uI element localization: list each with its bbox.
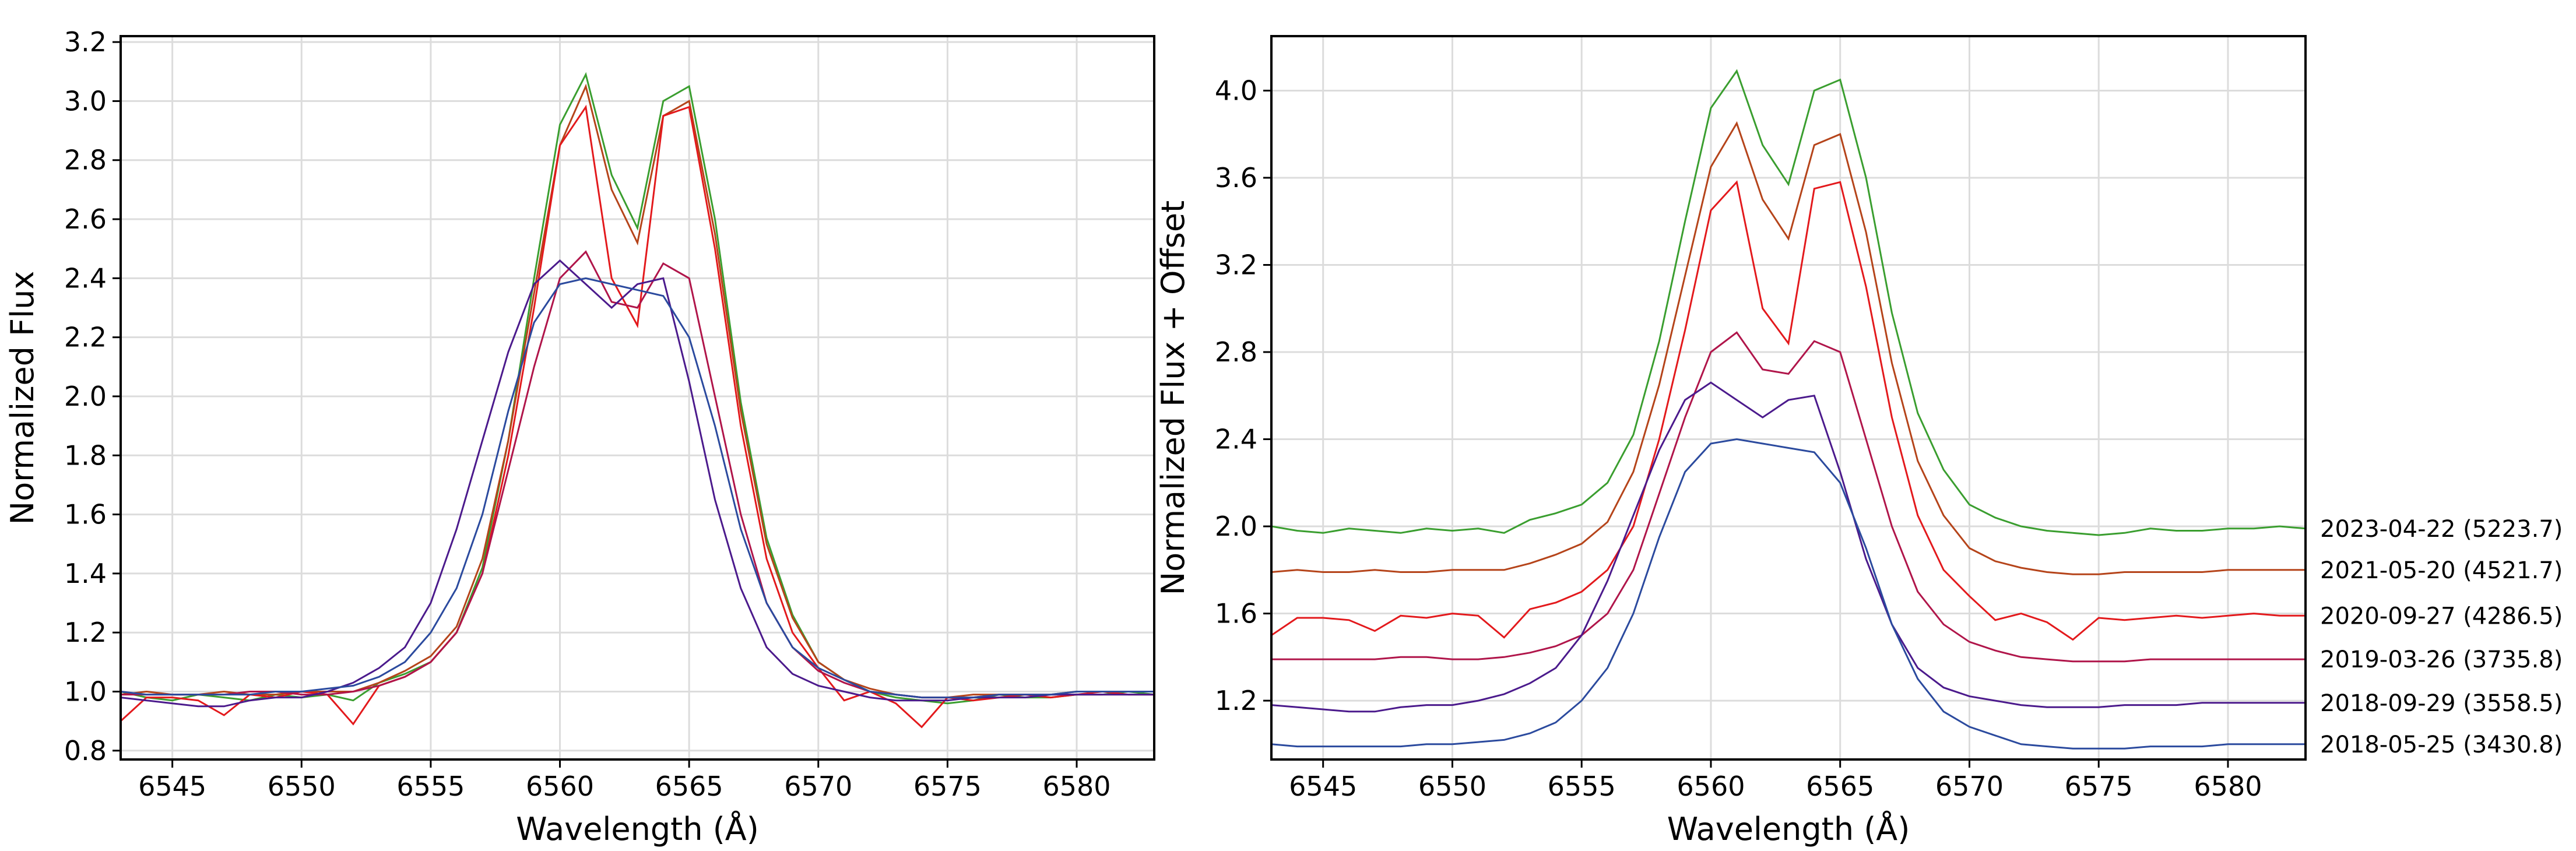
series-line — [1271, 121, 2306, 575]
y-tick-label: 3.0 — [64, 85, 107, 117]
x-tick-label: 6545 — [1289, 771, 1357, 802]
y-tick-label: 3.2 — [1215, 249, 1257, 280]
x-tick-label: 6575 — [913, 771, 982, 802]
series-line — [121, 72, 1154, 705]
y-tick-label: 2.2 — [64, 322, 107, 353]
panel: 6545 6550 6555 6560 6565 6570 6575 6580 0.8 1.0 1.… — [4, 26, 1155, 848]
series-line — [1271, 180, 2306, 641]
y-tick-label: 1.6 — [64, 499, 107, 530]
x-tick-label: 6575 — [2065, 771, 2133, 802]
y-tick-label: 1.4 — [64, 558, 107, 589]
x-tick-label: 6555 — [1548, 771, 1616, 802]
y-tick-label: 1.6 — [1215, 598, 1257, 630]
legend-label: 2020-09-27 (4286.5) — [2320, 603, 2563, 630]
x-tick-label: 6550 — [268, 771, 336, 802]
series-line — [121, 259, 1154, 708]
x-tick-label: 6580 — [2194, 771, 2262, 802]
y-axis-label: Normalized Flux — [4, 271, 41, 525]
y-tick-label: 1.2 — [1215, 685, 1257, 716]
x-tick-label: 6565 — [655, 771, 723, 802]
y-tick-label: 2.6 — [64, 203, 107, 235]
y-tick-label: 2.4 — [64, 262, 107, 294]
legend-label: 2021-05-20 (4521.7) — [2320, 557, 2563, 584]
y-tick-label: 2.0 — [64, 381, 107, 412]
series-line — [1271, 438, 2306, 750]
x-tick-label: 6550 — [1418, 771, 1486, 802]
y-tick-label: 4.0 — [1215, 75, 1257, 106]
y-tick-label: 2.8 — [64, 145, 107, 176]
legend-label: 2023-04-22 (5223.7) — [2320, 516, 2563, 543]
x-tick-label: 6570 — [784, 771, 852, 802]
axes-frame — [120, 35, 1155, 761]
legend-label: 2019-03-26 (3735.8) — [2320, 646, 2563, 673]
y-tick-label: 2.0 — [1215, 511, 1257, 542]
axes-frame — [1270, 35, 2307, 761]
x-tick-label: 6555 — [396, 771, 465, 802]
x-tick-label: 6580 — [1042, 771, 1110, 802]
series-line — [121, 83, 1154, 699]
x-tick-label: 6560 — [1677, 771, 1745, 802]
series-line — [1271, 381, 2306, 713]
plot-area — [121, 36, 1154, 759]
y-axis-label: Normalized Flux + Offset — [1155, 201, 1192, 595]
plot-area — [1271, 36, 2306, 759]
x-tick-label: 6565 — [1806, 771, 1874, 802]
series-line — [1271, 331, 2306, 663]
y-tick-label: 1.0 — [64, 676, 107, 707]
panel: 6545 6550 6555 6560 6565 6570 6575 6580 1.2 1.6 2.… — [1155, 35, 2563, 848]
y-tick-label: 1.8 — [64, 439, 107, 471]
y-tick-label: 2.8 — [1215, 336, 1257, 368]
y-tick-label: 1.2 — [64, 617, 107, 648]
x-axis-label: Wavelength (Å) — [1667, 810, 1910, 848]
x-tick-label: 6560 — [526, 771, 594, 802]
legend-label: 2018-09-29 (3558.5) — [2320, 690, 2563, 717]
x-tick-label: 6545 — [138, 771, 206, 802]
series-line — [121, 277, 1154, 699]
x-axis-label: Wavelength (Å) — [516, 810, 759, 848]
x-tick-label: 6570 — [1935, 771, 2004, 802]
y-tick-label: 2.4 — [1215, 424, 1257, 455]
y-tick-label: 0.8 — [64, 735, 107, 766]
y-tick-label: 3.2 — [64, 26, 107, 58]
series-line — [1271, 69, 2306, 536]
y-tick-label: 3.6 — [1215, 162, 1257, 194]
legend-label: 2018-05-25 (3430.8) — [2320, 732, 2563, 758]
